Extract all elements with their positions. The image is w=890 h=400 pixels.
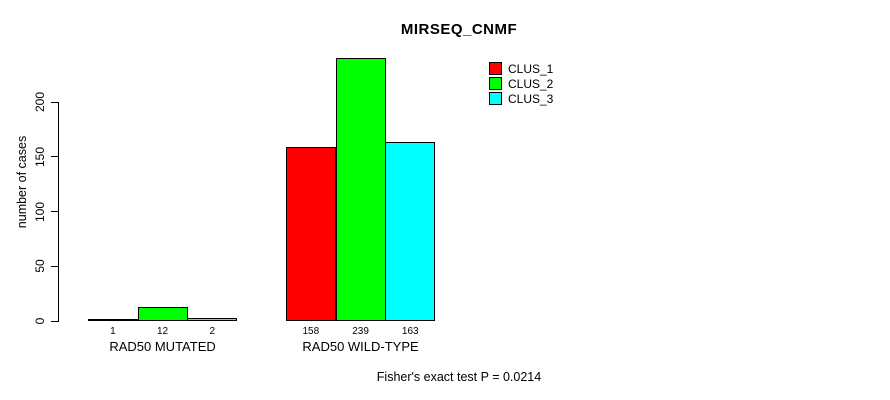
y-tick — [51, 265, 58, 267]
bar-value-label: 163 — [401, 326, 419, 337]
y-tick-label: 200 — [33, 91, 47, 113]
y-tick-label: 150 — [33, 146, 47, 167]
legend-label: CLUS_1 — [508, 61, 554, 76]
fisher-note: Fisher's exact test P = 0.0214 — [376, 370, 542, 384]
legend-label: CLUS_3 — [508, 91, 554, 106]
bar-clus_1 — [286, 147, 336, 321]
bar-value-label: 239 — [352, 326, 369, 337]
legend-item: CLUS_1 — [489, 61, 553, 76]
legend-label: CLUS_2 — [508, 76, 554, 91]
bar-clus_3 — [385, 142, 436, 321]
y-axis — [58, 102, 59, 322]
y-tick — [51, 211, 58, 212]
legend-swatch — [489, 62, 502, 75]
y-tick-label: 50 — [33, 259, 47, 273]
bar-clus_3 — [187, 318, 238, 321]
bar-clus_2 — [335, 58, 386, 321]
group-label: RAD50 MUTATED — [109, 339, 216, 354]
legend: CLUS_1 CLUS_2 CLUS_3 — [489, 61, 553, 106]
legend-swatch — [489, 77, 502, 90]
legend-item: CLUS_3 — [489, 91, 553, 106]
bar-value-label: 12 — [156, 326, 169, 337]
y-tick — [51, 320, 58, 322]
bar-value-label: 1 — [110, 326, 116, 337]
y-tick — [51, 156, 58, 158]
chart-title: MIRSEQ_CNMF — [400, 21, 518, 38]
bar-clus_1 — [88, 319, 138, 321]
group-label: RAD50 WILD-TYPE — [302, 339, 419, 354]
y-axis-label: number of cases — [15, 135, 29, 229]
y-tick — [51, 101, 58, 103]
y-tick-label: 0 — [33, 317, 47, 325]
bar-value-label: 158 — [302, 326, 320, 337]
bar-clus_2 — [137, 307, 188, 321]
legend-swatch — [489, 92, 502, 105]
legend-item: CLUS_2 — [489, 76, 553, 91]
bar-value-label: 2 — [209, 326, 216, 337]
y-tick-label: 100 — [33, 201, 47, 222]
